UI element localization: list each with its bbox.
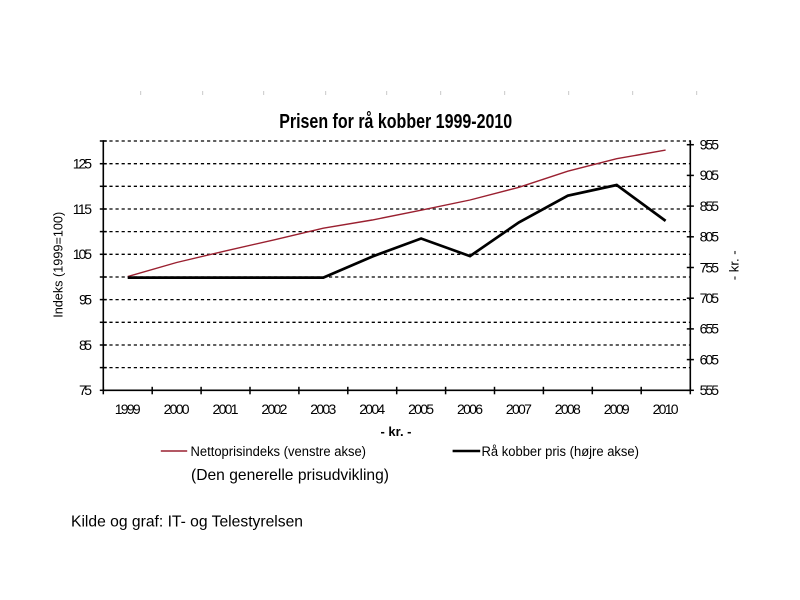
svg-text:125: 125 (73, 156, 93, 172)
svg-text:655: 655 (700, 321, 720, 337)
svg-text:2003: 2003 (310, 401, 336, 417)
svg-text:115: 115 (73, 201, 93, 217)
svg-text:75: 75 (79, 382, 92, 398)
svg-text:555: 555 (700, 382, 720, 398)
svg-text:955: 955 (700, 137, 720, 153)
svg-text:95: 95 (79, 291, 92, 307)
svg-text:- kr. -: - kr. - (727, 250, 742, 280)
svg-text:605: 605 (700, 351, 720, 367)
svg-text:805: 805 (700, 229, 720, 245)
svg-text:2004: 2004 (359, 401, 385, 417)
svg-text:Kilde og graf: IT- og Telestyr: Kilde og graf: IT- og Telestyrelsen (71, 514, 303, 531)
svg-text:2006: 2006 (457, 401, 483, 417)
svg-text:1999: 1999 (115, 401, 141, 417)
svg-text:105: 105 (73, 246, 93, 262)
svg-text:2009: 2009 (604, 401, 630, 417)
svg-text:(Den generelle prisudvikling): (Den generelle prisudvikling) (191, 467, 389, 484)
svg-text:855: 855 (700, 198, 720, 214)
svg-text:Indeks (1999=100): Indeks (1999=100) (50, 212, 65, 318)
svg-text:2001: 2001 (213, 401, 239, 417)
svg-text:2007: 2007 (506, 401, 532, 417)
svg-text:Rå kobber pris (højre akse): Rå kobber pris (højre akse) (482, 444, 640, 459)
svg-text:2005: 2005 (408, 401, 434, 417)
svg-text:755: 755 (700, 259, 720, 275)
svg-text:85: 85 (79, 337, 92, 353)
svg-text:- kr. -: - kr. - (381, 424, 412, 439)
svg-text:2008: 2008 (555, 401, 581, 417)
svg-text:2002: 2002 (261, 401, 287, 417)
svg-text:2000: 2000 (164, 401, 190, 417)
svg-text:705: 705 (700, 290, 720, 306)
svg-text:Prisen for rå kobber 1999-2010: Prisen for rå kobber 1999-2010 (279, 110, 512, 133)
svg-text:905: 905 (700, 167, 720, 183)
svg-text:2010: 2010 (653, 401, 679, 417)
svg-text:Nettoprisindeks (venstre akse): Nettoprisindeks (venstre akse) (191, 444, 367, 459)
